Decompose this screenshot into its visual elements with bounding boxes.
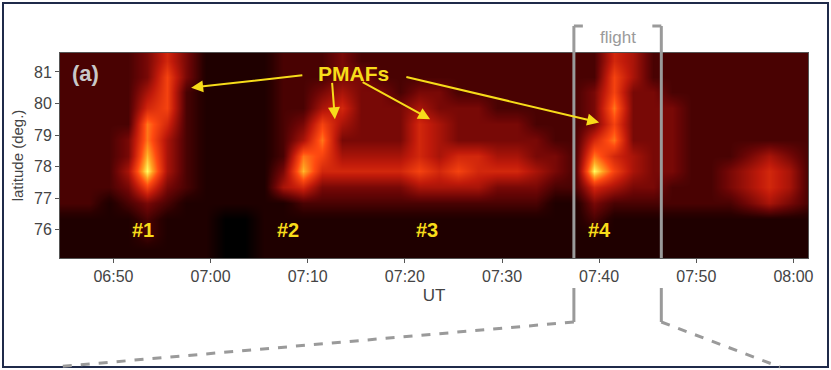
svg-text:07:40: 07:40 — [579, 268, 619, 285]
svg-text:76: 76 — [34, 221, 52, 238]
svg-text:PMAFs: PMAFs — [318, 62, 389, 85]
svg-text:#2: #2 — [277, 219, 299, 241]
svg-text:08:00: 08:00 — [773, 268, 813, 285]
svg-text:06:50: 06:50 — [93, 268, 133, 285]
svg-text:#1: #1 — [132, 219, 154, 241]
svg-text:07:10: 07:10 — [288, 268, 328, 285]
svg-text:81: 81 — [34, 64, 52, 81]
svg-text:80: 80 — [34, 95, 52, 112]
svg-text:79: 79 — [34, 127, 52, 144]
svg-text:(a): (a) — [72, 61, 99, 86]
svg-text:78: 78 — [34, 158, 52, 175]
svg-text:07:00: 07:00 — [191, 268, 231, 285]
svg-text:77: 77 — [34, 190, 52, 207]
svg-text:#3: #3 — [416, 219, 438, 241]
svg-text:07:50: 07:50 — [676, 268, 716, 285]
svg-text:flight: flight — [600, 28, 636, 47]
svg-text:UT: UT — [423, 286, 446, 305]
svg-text:latitude (deg.): latitude (deg.) — [9, 110, 26, 202]
svg-text:#4: #4 — [588, 219, 611, 241]
svg-text:07:20: 07:20 — [385, 268, 425, 285]
svg-text:07:30: 07:30 — [482, 268, 522, 285]
